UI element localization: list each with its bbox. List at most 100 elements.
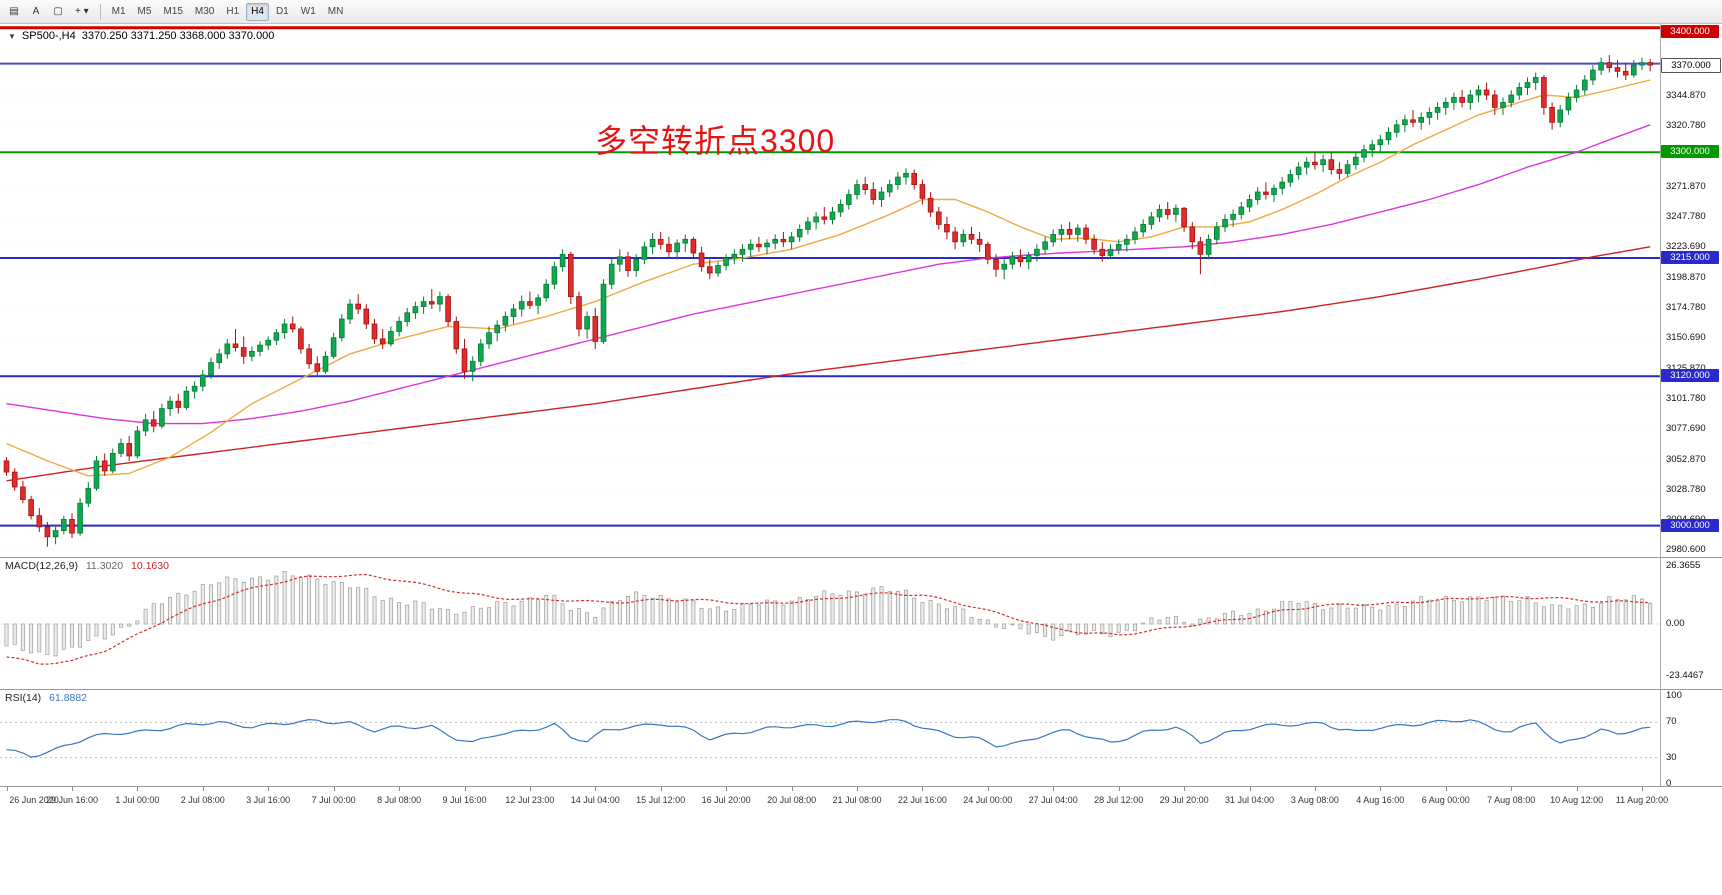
price-axis-label: 3174.780 (1666, 302, 1706, 314)
time-axis-label: 21 Jul 08:00 (832, 795, 882, 805)
time-axis-tick (1642, 787, 1643, 791)
macd-value: 11.3020 (85, 560, 124, 572)
time-axis-tick (791, 787, 793, 791)
panel-separator[interactable] (0, 786, 1722, 787)
time-axis-tick (1576, 787, 1578, 791)
symbol-title: SP500-,H4 (21, 30, 76, 42)
price-axis-border (1660, 24, 1661, 786)
time-axis-tick (922, 787, 924, 791)
cursor-tool-dropdown[interactable]: + ▾ (75, 6, 89, 17)
macd-name: MACD(12,26,9) (5, 560, 78, 572)
candlestick-chart[interactable] (0, 24, 1660, 558)
symbol-ohlc: 3370.250 3371.250 3368.000 3370.000 (81, 30, 275, 42)
price-level-badge: 3300.000 (1661, 145, 1719, 159)
price-axis-label: 3150.690 (1666, 332, 1706, 344)
timeframe-m5-button[interactable]: M5 (137, 6, 152, 17)
time-axis-label: 7 Aug 08:00 (1487, 795, 1536, 805)
time-axis-tick (202, 787, 204, 791)
time-axis-label: 9 Jul 16:00 (442, 795, 487, 805)
price-axis-label: 3223.690 (1666, 241, 1706, 253)
time-axis-label: 22 Jul 16:00 (897, 795, 947, 805)
macd-label: MACD(12,26,9) 11.3020 10.1630 (5, 560, 169, 572)
time-axis-tick (137, 787, 139, 791)
time-axis-label: 29 Jun 16:00 (45, 795, 99, 805)
price-level-badge: 3400.000 (1661, 25, 1719, 38)
price-axis-label: 3028.780 (1666, 483, 1706, 495)
chart-annotation-text[interactable]: 多空转折点3300 (595, 123, 836, 159)
price-level-badge: 3215.000 (1661, 251, 1719, 264)
price-axis-label: 3125.870 (1661, 363, 1721, 374)
rsi-panel[interactable]: RSI(14) 61.8882 (0, 690, 1660, 786)
price-axis-label: 3271.870 (1666, 181, 1706, 193)
panel-separator[interactable] (0, 689, 1722, 690)
time-axis-tick (6, 787, 8, 791)
time-axis-tick (1118, 787, 1120, 791)
time-axis-tick (1445, 787, 1447, 791)
main-chart-panel[interactable]: ▼ SP500-,H4 3370.250 3371.250 3368.000 3… (0, 24, 1660, 558)
time-axis-label: 27 Jul 04:00 (1028, 795, 1078, 805)
rsi-chart[interactable] (0, 690, 1660, 786)
price-axis-label: 3320.780 (1666, 120, 1706, 132)
time-axis-label: 6 Aug 00:00 (1421, 795, 1470, 805)
time-axis-tick (1184, 787, 1186, 791)
time-axis[interactable]: 26 Jun 2020 29 Jun 16:00 1 Jul 00:00 2 Jul … (0, 787, 1722, 813)
time-axis-label: 12 Jul 23:00 (505, 795, 555, 805)
timeframe-m1-button[interactable]: M1 (111, 6, 126, 17)
time-axis-label: 7 Jul 00:00 (311, 795, 356, 805)
timeframe-mn-button[interactable]: MN (327, 6, 344, 17)
macd-panel[interactable]: MACD(12,26,9) 11.3020 10.1630 (0, 558, 1660, 690)
rsi-scale-label: 100 (1666, 690, 1682, 701)
timeframe-d1-button[interactable]: D1 (275, 6, 289, 17)
time-axis-label: 3 Jul 16:00 (246, 795, 291, 805)
macd-chart[interactable] (0, 558, 1660, 690)
chart-window-icon[interactable]: ▤ (9, 6, 19, 17)
price-level-badge: 3000.000 (1661, 518, 1719, 532)
time-axis-tick (464, 787, 466, 791)
price-axis-label: 3052.870 (1666, 453, 1706, 465)
timeframe-h1-button[interactable]: H1 (226, 6, 240, 17)
timeframe-button-group: M1 M5 M15 M30 H1 H4 D1 W1 MN (107, 2, 349, 21)
rsi-label: RSI(14) 61.8882 (5, 692, 87, 704)
time-axis-label: 10 Aug 12:00 (1550, 795, 1604, 805)
time-axis-tick (660, 787, 662, 791)
price-level-badge: 3120.000 (1661, 369, 1719, 383)
time-axis-tick (399, 787, 401, 791)
price-axis-label: 3077.690 (1666, 422, 1706, 434)
toolbar-separator (99, 3, 101, 20)
time-axis-tick (333, 787, 335, 791)
timeframe-m15-button[interactable]: M15 (163, 6, 183, 17)
panel-separator[interactable] (0, 557, 1722, 558)
timeframe-m30-button[interactable]: M30 (194, 6, 215, 17)
time-axis-tick (1314, 787, 1316, 791)
time-axis-label: 20 Jul 08:00 (767, 795, 817, 805)
timeframe-h4-button[interactable]: H4 (246, 2, 269, 21)
time-axis-label: 1 Jul 00:00 (115, 795, 160, 805)
price-axis[interactable]: 3393.7803344.8703320.7803296.6903271.870… (1661, 0, 1722, 812)
rsi-scale-label: 30 (1666, 751, 1677, 763)
macd-scale-label: -23.4467 (1666, 669, 1704, 681)
rsi-scale-label: 0 (1666, 778, 1672, 789)
time-axis-label: 15 Jul 12:00 (636, 795, 686, 805)
time-axis-tick (72, 787, 73, 791)
time-axis-label: 29 Jul 20:00 (1159, 795, 1209, 805)
price-axis-label: 2980.600 (1666, 543, 1706, 555)
price-axis-label: 3344.870 (1666, 90, 1706, 102)
time-axis-tick (857, 787, 858, 791)
time-axis-label: 11 Aug 20:00 (1615, 795, 1669, 805)
text-label-tool-button[interactable]: A (32, 6, 40, 17)
time-axis-tick (1249, 787, 1251, 791)
time-axis-tick (268, 787, 270, 791)
time-axis-tick (1053, 787, 1055, 791)
timeframe-w1-button[interactable]: W1 (300, 6, 316, 17)
macd-scale-label: 26.3655 (1666, 559, 1701, 571)
time-axis-label: 24 Jul 00:00 (963, 795, 1013, 805)
time-axis-label: 31 Jul 04:00 (1224, 795, 1275, 805)
chart-expander-icon[interactable]: ▼ (8, 31, 16, 41)
price-level-badge: 3370.000 (1661, 58, 1721, 74)
frame-tool-button[interactable]: ▢ (53, 6, 63, 17)
time-axis-label: 28 Jul 12:00 (1094, 795, 1144, 805)
time-axis-label: 14 Jul 04:00 (570, 795, 620, 805)
time-axis-label: 26 Jun 2020 (9, 795, 59, 805)
price-axis-label: 3198.870 (1666, 272, 1706, 284)
time-axis-tick (595, 787, 597, 791)
